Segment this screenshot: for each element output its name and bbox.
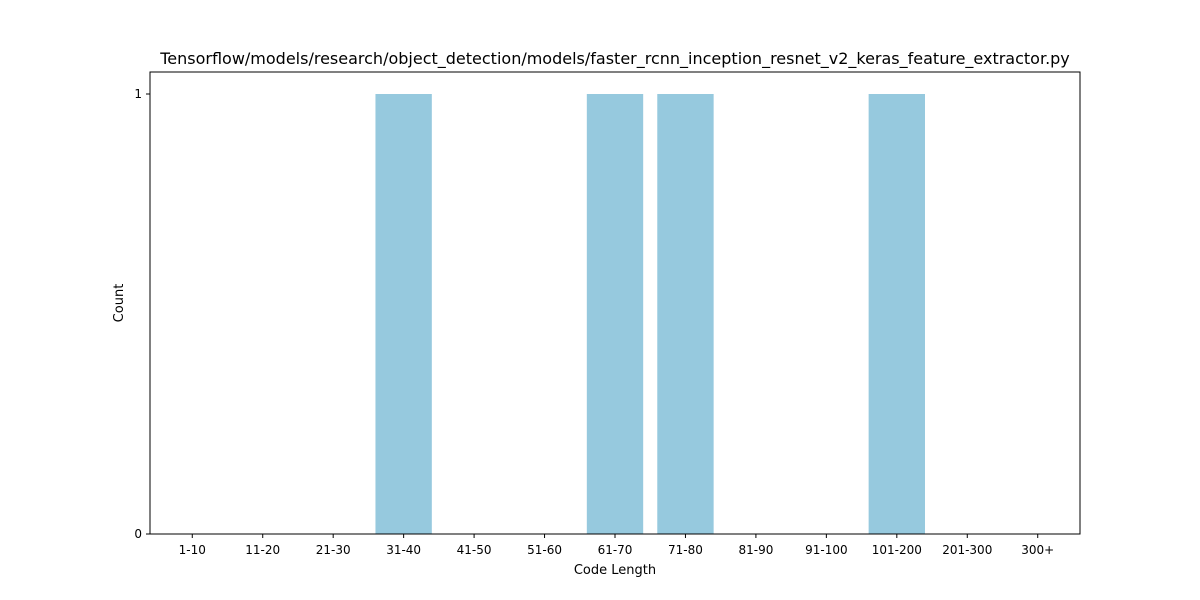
x-tick-label: 41-50 xyxy=(457,543,492,557)
x-tick-label: 91-100 xyxy=(805,543,848,557)
x-axis-label: Code Length xyxy=(574,563,656,578)
bars-group xyxy=(375,94,925,534)
x-tick-label: 1-10 xyxy=(179,543,206,557)
bar-101-200 xyxy=(868,94,925,534)
bar-71-80 xyxy=(657,94,714,534)
x-tick-label: 21-30 xyxy=(316,543,351,557)
y-axis: 01 xyxy=(134,87,150,541)
chart-title: Tensorflow/models/research/object_detect… xyxy=(159,49,1070,69)
y-tick-label: 0 xyxy=(134,527,142,541)
y-axis-label: Count xyxy=(112,284,127,323)
x-tick-label: 300+ xyxy=(1021,543,1054,557)
x-tick-label: 51-60 xyxy=(527,543,562,557)
y-tick-label: 1 xyxy=(134,87,142,101)
bar-31-40 xyxy=(375,94,432,534)
bar-61-70 xyxy=(586,94,644,534)
x-tick-label: 201-300 xyxy=(942,543,992,557)
x-axis: 1-10 11-20 21-30 31-40 41-50 51-60 61-70 71-80 8… xyxy=(179,534,1054,557)
x-tick-label: 11-20 xyxy=(245,543,280,557)
x-tick-label: 31-40 xyxy=(386,543,421,557)
x-tick-label: 81-90 xyxy=(738,543,773,557)
x-tick-label: 71-80 xyxy=(668,543,703,557)
x-tick-label: 61-70 xyxy=(598,543,633,557)
x-tick-label: 101-200 xyxy=(872,543,922,557)
